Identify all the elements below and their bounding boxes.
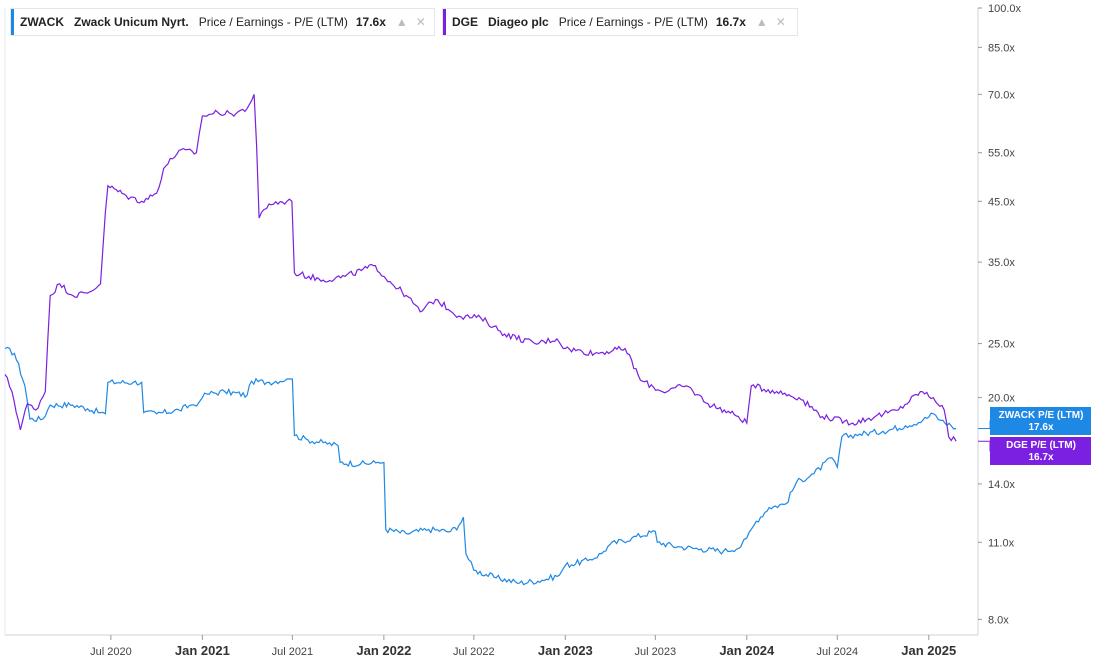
y-tick-label: 14.0x <box>988 479 1015 491</box>
x-tick-label: Jan 2025 <box>901 643 956 658</box>
value-tag-connector <box>978 440 992 452</box>
y-tick-label: 85.0x <box>988 42 1015 54</box>
series-color-bar <box>11 9 14 35</box>
y-tick-label: 8.0x <box>988 614 1009 626</box>
x-tick-label: Jul 2022 <box>453 646 495 658</box>
value-tag-value: 16.7x <box>1028 452 1053 463</box>
y-tick-label: 11.0x <box>988 537 1015 549</box>
legend-company: Zwack Unicum Nyrt. <box>74 15 189 29</box>
chart-icon[interactable]: ▲ <box>395 15 408 29</box>
y-tick-label: 35.0x <box>988 257 1015 269</box>
legend-zwack[interactable]: ZWACK Zwack Unicum Nyrt. Price / Earning… <box>10 8 435 36</box>
legend-metric: Price / Earnings - P/E (LTM) <box>558 15 708 29</box>
value-tag-connector <box>978 420 992 429</box>
close-icon[interactable]: ✕ <box>415 15 426 29</box>
x-tick-label: Jan 2021 <box>175 643 230 658</box>
legend-value: 16.7x <box>715 15 746 29</box>
x-tick-label: Jul 2023 <box>635 646 677 658</box>
x-tick-label: Jul 2020 <box>90 646 132 658</box>
value-tag-name: ZWACK P/E (LTM) <box>999 410 1084 421</box>
series-line-dge <box>4 94 957 442</box>
chart-icon[interactable]: ▲ <box>755 15 768 29</box>
legend-company: Diageo plc <box>488 15 549 29</box>
y-tick-label: 70.0x <box>988 89 1015 101</box>
value-tag-dge <box>990 437 1091 465</box>
legend-value: 17.6x <box>355 15 386 29</box>
y-tick-label: 25.0x <box>988 339 1015 351</box>
y-tick-label: 20.0x <box>988 393 1015 405</box>
y-tick-label: 45.0x <box>988 196 1015 208</box>
value-tag-zwack <box>990 407 1091 435</box>
series-line-zwack <box>4 346 957 586</box>
x-tick-label: Jul 2024 <box>816 646 858 658</box>
value-tag-value: 17.6x <box>1028 422 1053 433</box>
legend-metric: Price / Earnings - P/E (LTM) <box>198 15 348 29</box>
legend-ticker: ZWACK <box>20 15 64 29</box>
close-icon[interactable]: ✕ <box>775 15 786 29</box>
y-tick-label: 100.0x <box>988 3 1022 15</box>
legend-ticker: DGE <box>452 15 479 29</box>
x-tick-label: Jan 2024 <box>719 643 775 658</box>
x-tick-label: Jan 2023 <box>538 643 593 658</box>
legend-dge[interactable]: DGE Diageo plc Price / Earnings - P/E (L… <box>442 8 798 36</box>
value-tag-name: DGE P/E (LTM) <box>1006 440 1076 451</box>
y-tick-label: 55.0x <box>988 148 1015 160</box>
series-color-bar <box>443 9 446 35</box>
x-tick-label: Jan 2022 <box>356 643 411 658</box>
x-tick-label: Jul 2021 <box>272 646 314 658</box>
